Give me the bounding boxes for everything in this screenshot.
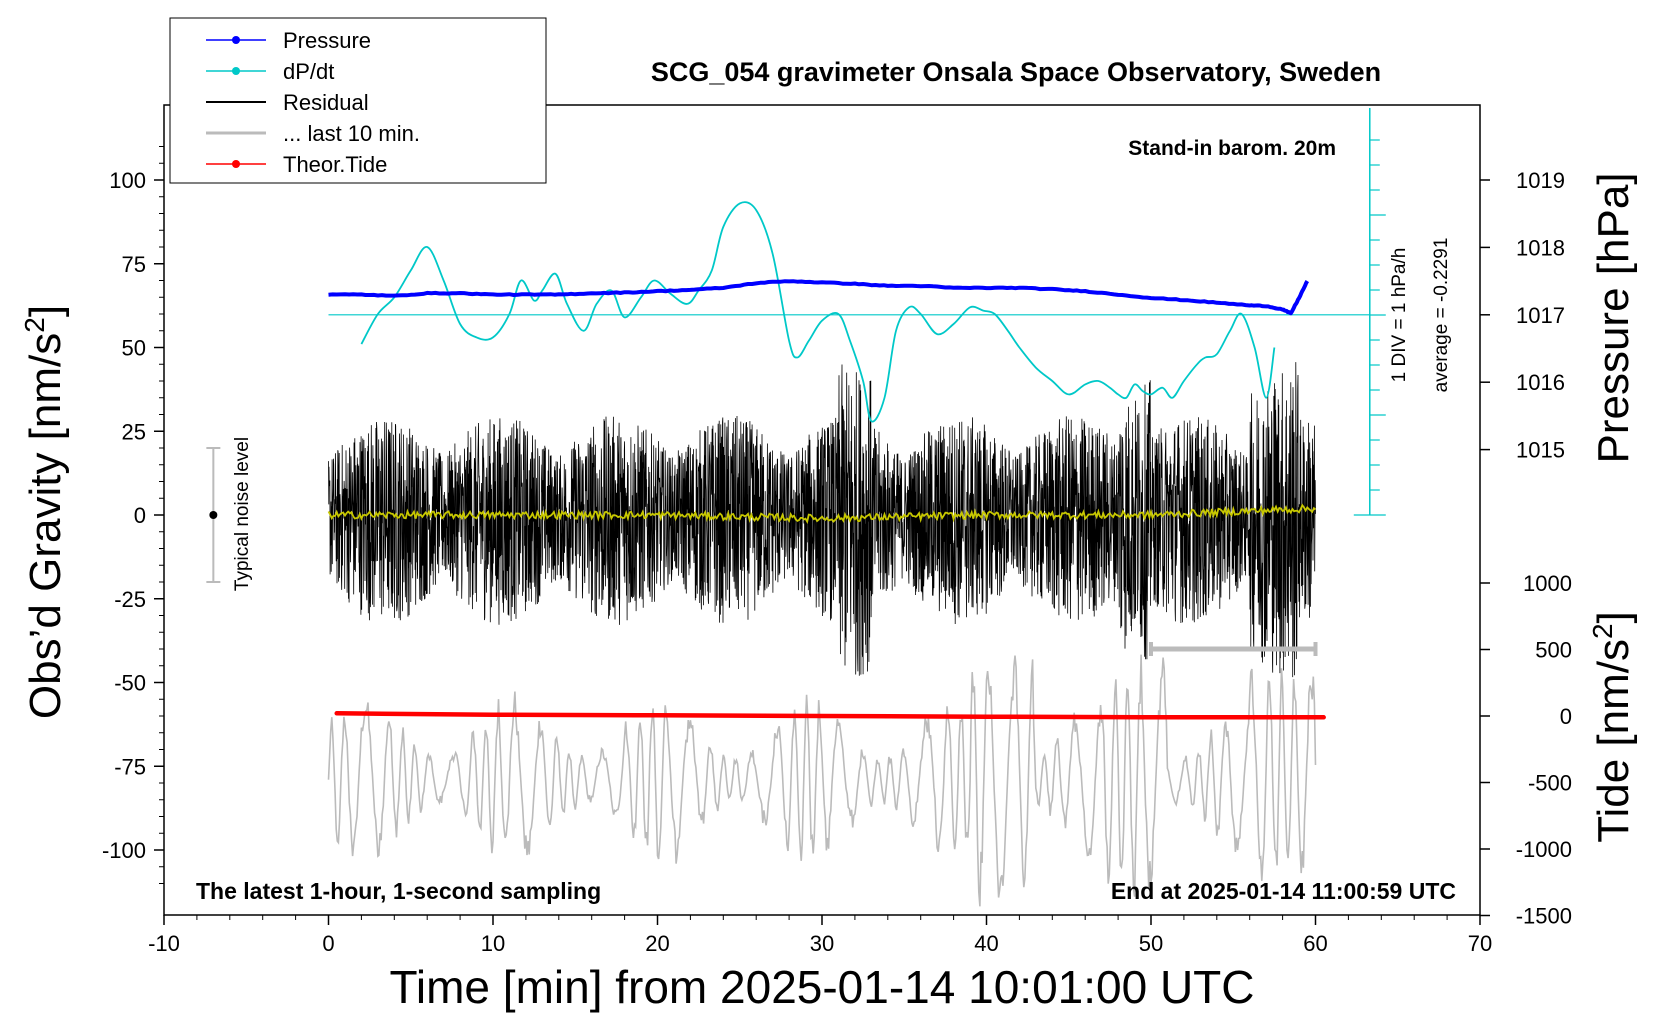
residual-line	[328, 362, 1316, 678]
legend-label-last10: ... last 10 min.	[283, 121, 420, 146]
x-tick-label: 50	[1139, 931, 1163, 956]
pressure-series-group	[328, 279, 1310, 316]
legend-marker-dpdt	[232, 67, 240, 75]
legend-entries: Pressure dP/dt Residual ... last 10 min.…	[206, 28, 420, 177]
annotation-marks	[206, 447, 1318, 656]
pressure-tick-label: 1015	[1516, 438, 1565, 463]
x-tick-label: 40	[974, 931, 998, 956]
pressure-tick-label: 1016	[1516, 370, 1565, 395]
noise-level-label: Typical noise level	[232, 437, 253, 591]
tide-tick-label: 1000	[1523, 571, 1572, 596]
x-tick-label: 20	[645, 931, 669, 956]
tide-tick-label: -1500	[1516, 904, 1572, 929]
legend-marker-pressure	[232, 36, 240, 44]
axis-ticks: -10 0 10 20 30 40 50 60 701007550250-25-50-75-10…	[102, 146, 1572, 956]
legend-label-dpdt: dP/dt	[283, 59, 334, 84]
gravity-tick-label: 25	[122, 419, 146, 444]
bottom-left-note: The latest 1-hour, 1-second sampling	[196, 878, 601, 904]
tide-series-group	[334, 711, 1326, 720]
x-tick-label: 10	[481, 931, 505, 956]
dpdt-series-group	[328, 108, 1386, 516]
x-axis-title: Time [min] from 2025-01-14 10:01:00 UTC	[390, 961, 1255, 1013]
y-axis-title-gravity-sup: 2	[19, 317, 50, 333]
y-axis-title-pressure: Pressure [hPa]	[1589, 172, 1638, 463]
y-axis-title-gravity: Obs’d Gravity [nm/s2]	[19, 305, 70, 719]
gravity-tick-label: 100	[109, 168, 146, 193]
bottom-right-note: End at 2025-01-14 11:00:59 UTC	[1111, 878, 1456, 904]
y-axis-title-tide-main: Tide [nm/s	[1589, 639, 1638, 843]
tide-tick-label: 500	[1535, 638, 1572, 663]
noise-bar-center	[209, 511, 218, 519]
pressure-line	[328, 279, 1310, 316]
residual-series	[328, 362, 1316, 678]
y-axis-title-gravity-tail: ]	[21, 305, 70, 317]
y-axis-title-tide: Tide [nm/s2]	[1587, 611, 1638, 843]
y-axis-title-tide-sup: 2	[1587, 623, 1618, 639]
legend-label-residual: Residual	[283, 90, 369, 115]
residual-smoothed-line	[327, 503, 1317, 525]
pressure-tick-label: 1018	[1516, 235, 1565, 260]
legend: Pressure dP/dt Residual ... last 10 min.…	[169, 17, 547, 184]
x-tick-label: 70	[1468, 931, 1492, 956]
tide-tick-label: -500	[1528, 771, 1572, 796]
dpdt-scale-label: 1 DIV = 1 hPa/h	[1389, 248, 1410, 383]
gravity-tick-label: -25	[114, 587, 146, 612]
tide-line	[334, 711, 1326, 720]
x-tick-label: 0	[322, 931, 334, 956]
pressure-tick-label: 1017	[1516, 303, 1565, 328]
gravity-tick-label: -75	[114, 754, 146, 779]
gravity-tick-label: 0	[134, 503, 146, 528]
legend-box	[169, 17, 547, 184]
legend-label-pressure: Pressure	[283, 28, 371, 53]
barometer-note: Stand-in barom. 20m	[1128, 137, 1336, 160]
gravity-tick-label: -50	[114, 671, 146, 696]
gravity-tick-label: 50	[122, 336, 146, 361]
x-tick-label: 30	[810, 931, 834, 956]
legend-label-tide: Theor.Tide	[283, 152, 387, 177]
dpdt-average-label: average = -0.2291	[1431, 238, 1452, 393]
gravity-tick-label: -100	[102, 838, 146, 863]
last-10-min-line	[327, 654, 1317, 907]
chart-title: SCG_054 gravimeter Onsala Space Observat…	[651, 57, 1381, 87]
pressure-tick-label: 1019	[1516, 168, 1565, 193]
x-tick-label: -10	[148, 931, 180, 956]
y-axis-title-tide-tail: ]	[1589, 611, 1638, 623]
residual-smoothed-series	[327, 503, 1317, 525]
x-tick-label: 60	[1303, 931, 1327, 956]
last-10-min-series	[327, 654, 1317, 907]
y-axis-title-gravity-main: Obs’d Gravity [nm/s	[21, 333, 70, 719]
legend-marker-tide	[232, 160, 240, 168]
tide-tick-label: -1000	[1516, 837, 1572, 862]
tide-tick-label: 0	[1560, 704, 1572, 729]
dpdt-line	[360, 201, 1276, 423]
gravity-tick-label: 75	[122, 252, 146, 277]
